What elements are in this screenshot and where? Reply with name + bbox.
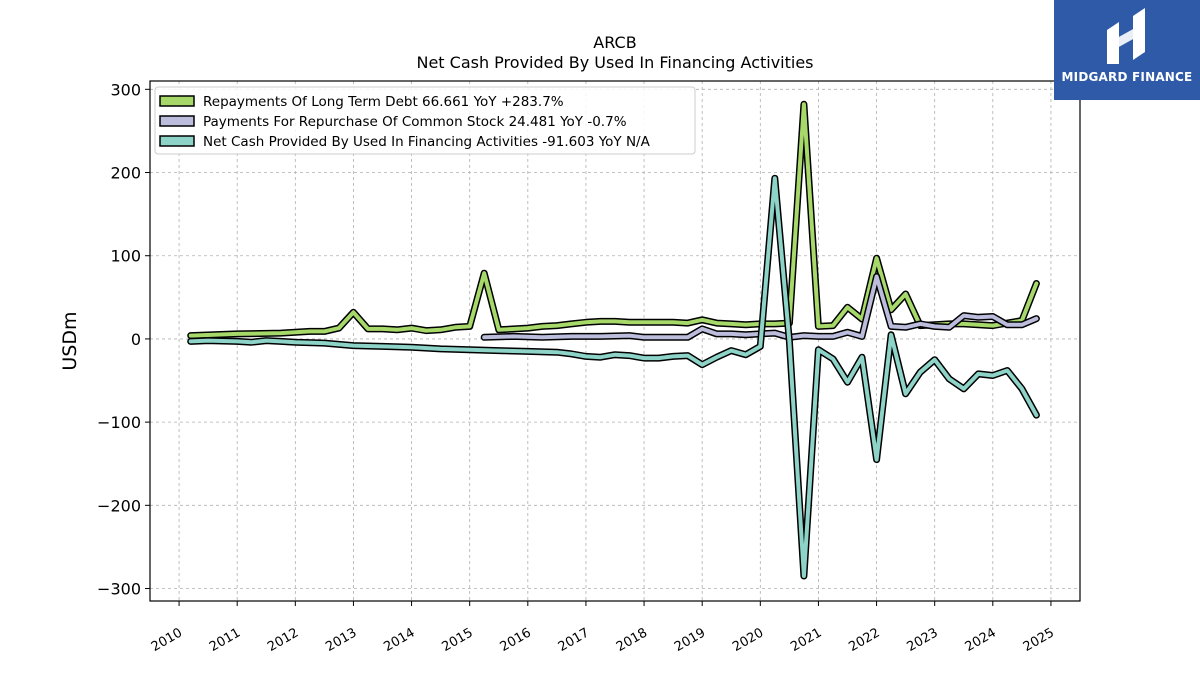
chart-subtitle: Net Cash Provided By Used In Financing A… [416, 53, 813, 72]
x-tick-label: 2011 [207, 625, 243, 655]
legend-swatch [159, 115, 195, 127]
x-tick-label: 2014 [381, 625, 417, 655]
series-stroke [482, 274, 1039, 340]
legend-swatch [159, 95, 195, 107]
legend-entry: Payments For Repurchase Of Common Stock … [203, 114, 627, 130]
x-tick-label: 2021 [788, 625, 824, 655]
y-tick-label: 200 [110, 164, 141, 183]
x-tick-label: 2012 [265, 625, 301, 655]
y-tick-label: −200 [97, 496, 141, 515]
x-tick-label: 2017 [556, 625, 592, 655]
x-tick-label: 2025 [1021, 625, 1057, 655]
series-stroke [188, 176, 1039, 578]
series-stroke [188, 102, 1039, 338]
y-tick-label: −300 [97, 580, 141, 599]
legend-swatch [159, 135, 195, 147]
y-tick-label: 0 [131, 330, 141, 349]
y-axis-label: USDm [59, 311, 81, 370]
chart-title: ARCB [593, 33, 636, 52]
x-tick-label: 2016 [498, 625, 534, 655]
x-tick-label: 2010 [149, 625, 185, 655]
logo-mark-icon [1107, 8, 1145, 64]
y-axis-ticks: 300 200 100 0 −100 −200 −300 [97, 80, 150, 599]
plot-frame [149, 80, 1081, 602]
x-tick-label: 2013 [323, 625, 359, 655]
x-tick-label: 2018 [614, 625, 650, 655]
legend-box [154, 86, 696, 155]
midgard-finance-logo: MIDGARD FINANCE [1054, 0, 1200, 100]
series-lines [187, 100, 1040, 580]
x-tick-label: 2020 [730, 625, 766, 655]
x-tick-label: 2024 [963, 625, 999, 655]
x-axis-ticks: 2010 2011 2012 2013 2014 2015 2016 2017 2018 2019… [149, 601, 1057, 655]
series-1-line [480, 273, 1040, 341]
x-tick-label: 2022 [846, 625, 882, 655]
series-outline [187, 174, 1040, 580]
y-tick-label: 300 [110, 80, 141, 99]
x-tick-label: 2019 [672, 625, 708, 655]
series-0-line [187, 100, 1040, 340]
x-tick-label: 2015 [440, 625, 476, 655]
x-tick-label: 2023 [905, 625, 941, 655]
legend-entry: Net Cash Provided By Used In Financing A… [203, 134, 651, 150]
series-2-line [187, 174, 1040, 580]
legend: Repayments Of Long Term Debt 66.661 YoY … [154, 86, 696, 155]
logo-text: MIDGARD FINANCE [1061, 70, 1193, 84]
y-tick-label: −100 [97, 413, 141, 432]
legend-entry: Repayments Of Long Term Debt 66.661 YoY … [203, 94, 564, 110]
y-tick-label: 100 [110, 247, 141, 266]
